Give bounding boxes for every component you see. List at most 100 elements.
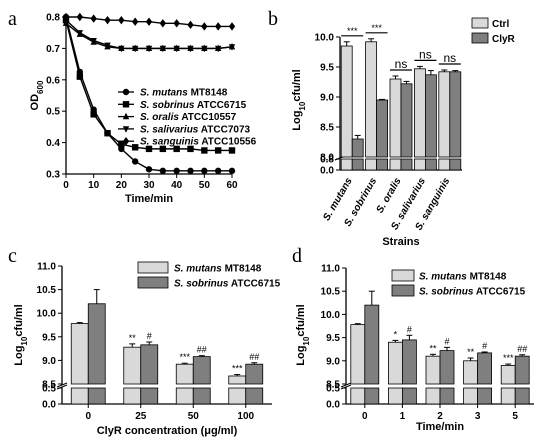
significance-label: *** (371, 23, 382, 33)
bar-lower-series-0 (228, 387, 247, 405)
data-point-series-0 (214, 167, 222, 175)
legend-species: S. mutans (140, 88, 188, 99)
bar-lower-series-1 (140, 387, 159, 405)
legend-marker (122, 101, 130, 108)
data-point-series-0 (201, 167, 208, 175)
data-point-series-3 (187, 45, 194, 53)
legend-strain: ATCC10556 (201, 137, 256, 148)
data-point-series-1 (201, 147, 208, 154)
y-tick-label: 0.5 (42, 384, 56, 395)
legend-species: S. mutans (419, 272, 467, 283)
y-tick-label: 10.5 (37, 285, 57, 296)
y-tick-label: 0.8 (320, 155, 334, 166)
legend-species: S. sanguinis (140, 137, 199, 148)
data-point-series-4 (145, 17, 153, 26)
y-tick-label: 10.0 (315, 33, 335, 44)
legend-entry: S. mutans MT8148 (419, 272, 507, 283)
data-point-series-4 (201, 22, 208, 31)
y-axis-label-rest: cfu/ml (13, 304, 25, 336)
y-tick-label: 8.0 (320, 153, 334, 164)
data-point-series-3 (104, 42, 111, 50)
bar-upper-series-1 (401, 339, 417, 385)
bar-lower-series-0 (413, 158, 426, 171)
legend-strain: ATCC10557 (181, 112, 236, 123)
significance-label: * (394, 329, 398, 339)
y-tick-label: 0.7 (46, 44, 60, 55)
legend-entry: S. oralis ATCC10557 (140, 112, 237, 123)
bar-lower-series-1 (245, 387, 264, 405)
legend-marker (122, 137, 130, 146)
bar-lower-series-1 (400, 158, 413, 171)
data-point-series-4 (131, 17, 139, 26)
significance-label: # (482, 341, 487, 351)
bar-upper-series-1 (424, 74, 437, 158)
y-tick-label: 0.8 (46, 13, 60, 24)
y-tick-label: 0.3 (46, 170, 60, 181)
bar-lower-series-1 (477, 387, 493, 405)
data-point-series-3 (173, 45, 180, 53)
bar-lower-series-1 (424, 158, 437, 171)
bar-lower-series-0 (500, 387, 516, 405)
significance-label: # (147, 331, 152, 341)
bar-lower-series-1 (192, 387, 211, 405)
bar-upper-series-0 (438, 71, 451, 158)
legend-entry: S. sanguinis ATCC10556 (140, 137, 257, 148)
y-tick-label: 9.0 (320, 93, 334, 104)
bar-lower-series-0 (350, 387, 366, 405)
x-tick-label: 100 (237, 411, 254, 422)
legend-entry: S. sobrinus ATCC6715 (140, 100, 247, 111)
y-tick-label: 8.5 (320, 123, 334, 134)
significance-label: *** (232, 364, 243, 374)
data-point-series-4 (214, 22, 222, 31)
x-axis-label: Time/min (416, 421, 464, 433)
data-point-series-1 (131, 144, 139, 151)
bar-lower-series-0 (340, 158, 353, 171)
legend-strain: MT8148 (470, 272, 507, 283)
legend-entry: S. mutans MT8148 (140, 88, 228, 99)
bar-upper-series-0 (350, 324, 366, 385)
x-tick-label: 3 (475, 411, 481, 422)
data-point-series-1 (228, 147, 236, 154)
bar-upper-series-0 (389, 78, 402, 158)
bar-lower-series-0 (463, 387, 479, 405)
axis-break-mark (56, 382, 68, 388)
legend-species: S. mutans (174, 264, 222, 275)
bar-lower-series-0 (175, 387, 194, 405)
x-tick-label: 50 (188, 411, 200, 422)
panel-c-bar-chart: 8.5 9.0 9.5 10.0 10.5 11.0 0.0 0.5 0 ** #25 *** ## 50… (13, 262, 281, 438)
legend-strain: ATCC7073 (201, 124, 251, 135)
bar-lower-series-1 (364, 387, 380, 405)
legend-entry: Ctrl (492, 19, 509, 30)
y-axis-label: Log10cfu/ml (295, 304, 311, 365)
y-axis-label-main: Log (13, 346, 25, 366)
data-point-series-3 (159, 45, 167, 53)
legend-swatch (391, 284, 415, 297)
y-tick-label: 9.5 (320, 63, 334, 74)
bar-lower-series-1 (401, 387, 417, 405)
panel-d-bar-chart: 8.5 9.0 9.5 10.0 10.5 11.0 0.0 0.5 0 * #1 ** #2 ** #3 *… (295, 264, 534, 433)
y-tick-label: 10.0 (321, 310, 341, 321)
significance-label: ** (429, 343, 437, 353)
significance-label: # (407, 324, 412, 334)
panel-c-letter: c (8, 245, 17, 267)
y-tick-label: 9.0 (42, 356, 56, 367)
legend-entry: S. sobrinus ATCC6715 (174, 279, 281, 290)
y-tick-label: 0.6 (46, 75, 60, 86)
data-point-series-0 (187, 167, 194, 175)
data-point-series-4 (187, 20, 194, 30)
bar-lower-series-0 (365, 158, 378, 171)
bar-upper-series-0 (228, 375, 247, 385)
bar-lower-series-1 (449, 158, 462, 171)
significance-label: ns (395, 57, 408, 71)
y-axis-label-main: OD (29, 94, 41, 111)
legend-species: S. sobrinus (419, 287, 474, 298)
data-point-series-3 (118, 45, 125, 53)
x-tick-label: 25 (135, 411, 147, 422)
data-point-series-1 (76, 73, 84, 80)
x-axis-label: Strains (382, 236, 419, 248)
legend-species: S. sobrinus (174, 279, 229, 290)
significance-label: ns (419, 47, 432, 61)
x-tick-label: 2 (437, 411, 443, 422)
legend-entry: S. mutans MT8148 (174, 264, 262, 275)
